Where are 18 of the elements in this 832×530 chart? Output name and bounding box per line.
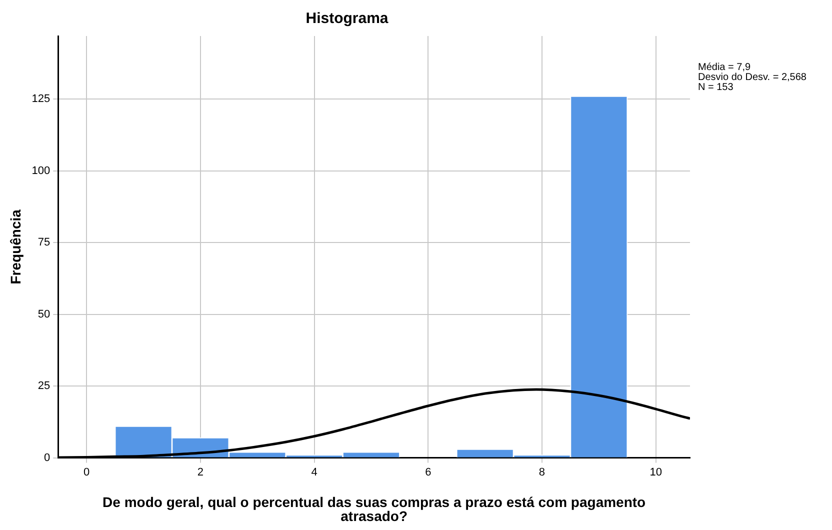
y-axis-title: Frequência: [7, 209, 24, 284]
x-tick-label: 0: [84, 466, 90, 478]
x-tick-label: 10: [650, 466, 662, 478]
x-tick-label: 2: [197, 466, 204, 478]
x-axis-title: De modo geral, qual o percentual das suas compras a prazo está com pagamento atrasado?: [102, 494, 646, 524]
x-tick-label: 8: [538, 466, 546, 478]
chart-title: Histograma: [306, 10, 389, 28]
y-tick-label: 0: [44, 452, 50, 464]
x-tick-label: 6: [425, 466, 432, 478]
x-tick-label: 4: [311, 466, 318, 478]
text: Média = 7,9: [698, 62, 751, 73]
y-tick-label: 25: [38, 380, 50, 392]
y-tick-label: 75: [38, 236, 50, 249]
y-tick-label: 100: [32, 164, 50, 177]
text: Desvio do Desv. = 2,568: [698, 72, 807, 83]
text: N = 153: [698, 82, 734, 93]
y-tick-label: 50: [38, 308, 50, 320]
y-tick-label: 125: [32, 93, 50, 106]
